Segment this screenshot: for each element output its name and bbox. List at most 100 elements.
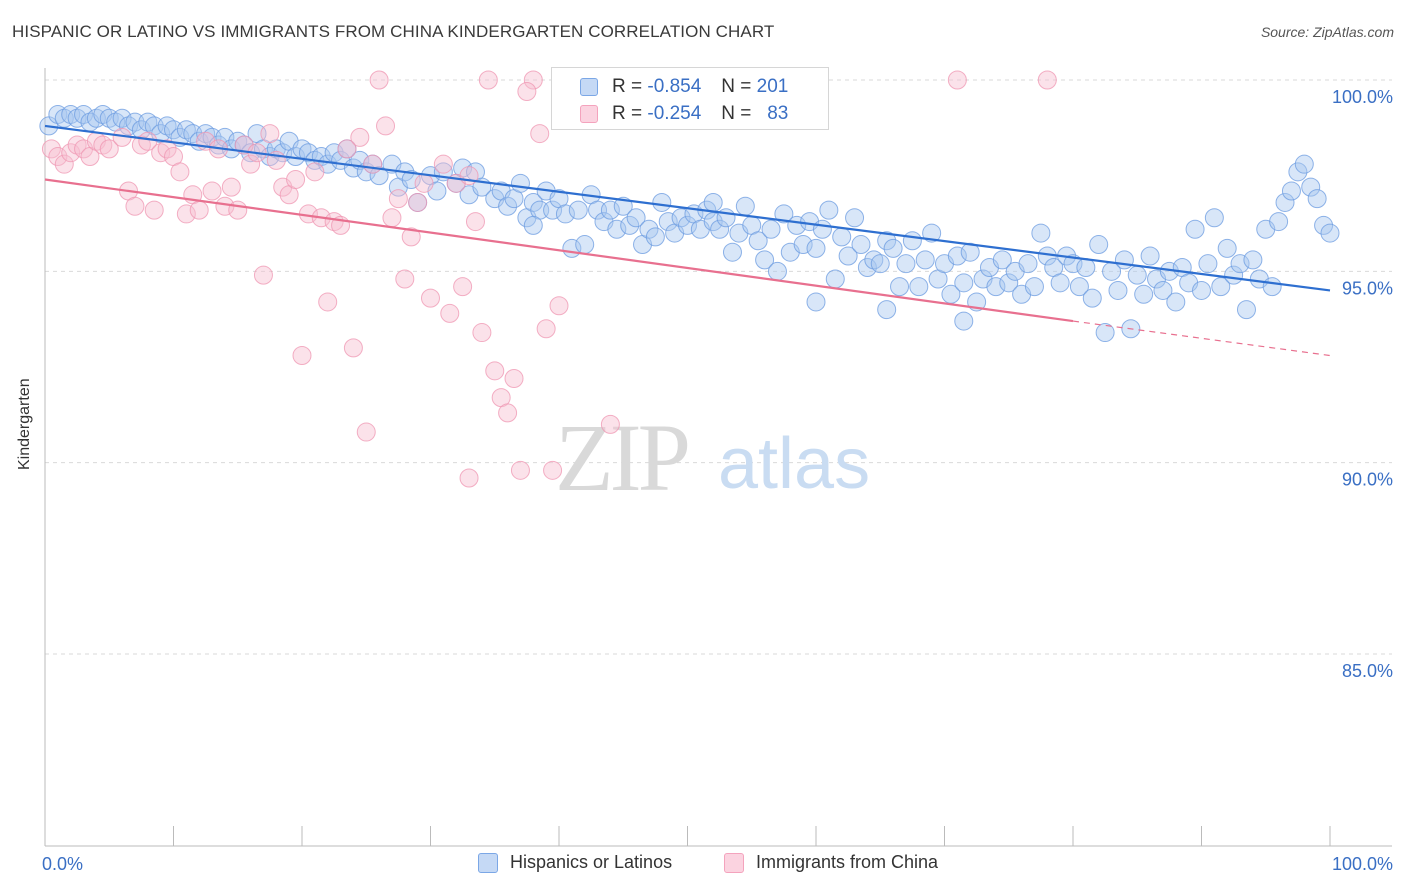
china-point <box>202 181 222 201</box>
stats-n-value: 83 <box>767 103 789 124</box>
series-hispanics-points <box>39 104 1340 343</box>
watermark-zip: ZIP <box>555 404 688 511</box>
hispanics-point <box>1269 212 1289 232</box>
china-point <box>472 323 492 343</box>
legend-item-china[interactable]: Immigrants from China <box>724 852 938 873</box>
stats-legend: R = -0.854 N = 201 R = -0.254 N = 83 <box>551 67 829 130</box>
hispanics-point <box>523 192 543 212</box>
hispanics-point <box>793 235 813 255</box>
hispanics-point <box>112 108 132 128</box>
hispanics-point <box>1243 250 1263 270</box>
china-point <box>600 414 620 434</box>
hispanics-point <box>1217 238 1237 258</box>
china-point <box>433 154 453 174</box>
china-point <box>382 208 402 228</box>
china-point <box>478 70 498 90</box>
hispanics-point <box>324 143 344 163</box>
hispanics-point <box>851 235 871 255</box>
hispanics-point <box>613 196 633 216</box>
hispanics-point <box>845 208 865 228</box>
china-point <box>363 154 383 174</box>
hispanics-point <box>1166 292 1186 312</box>
china-point <box>61 143 81 163</box>
hispanics-point <box>1275 192 1295 212</box>
china-point <box>414 173 434 193</box>
china-point <box>947 70 967 90</box>
china-point <box>253 265 273 285</box>
china-point <box>292 346 312 366</box>
china-point <box>337 139 357 159</box>
china-point <box>241 154 261 174</box>
x-tick-label: 100.0% <box>1332 854 1393 874</box>
hispanics-point <box>652 192 672 212</box>
hispanics-point <box>890 277 910 297</box>
hispanics-point <box>902 231 922 251</box>
hispanics-trend-line <box>44 124 1331 292</box>
legend-item-hispanics[interactable]: Hispanics or Latinos <box>478 852 672 873</box>
hispanics-point <box>620 215 640 235</box>
hispanics-point <box>1114 250 1134 270</box>
china-point <box>504 368 524 388</box>
china-point <box>465 212 485 232</box>
hispanics-point <box>960 242 980 262</box>
hispanics-point <box>523 215 543 235</box>
hispanics-point <box>1230 254 1250 274</box>
china-point <box>517 81 537 101</box>
hispanics-point <box>767 261 787 281</box>
y-tick-label: 100.0% <box>1332 87 1393 107</box>
china-point <box>125 196 145 216</box>
x-tick-label: 0.0% <box>42 854 83 874</box>
china-point <box>41 139 61 159</box>
china-point <box>376 116 396 136</box>
china-point <box>189 200 209 220</box>
china-point <box>343 338 363 358</box>
china-point <box>228 200 248 220</box>
hispanics-point <box>658 212 678 232</box>
hispanics-point <box>369 166 389 186</box>
hispanics-point <box>1082 288 1102 308</box>
hispanics-point <box>774 204 794 224</box>
hispanics-point <box>986 277 1006 297</box>
y-axis-label: Kindergarten <box>16 378 33 470</box>
hispanics-point <box>915 250 935 270</box>
hispanics-point <box>1153 280 1173 300</box>
china-point <box>286 169 306 189</box>
stats-n-value: 201 <box>756 76 789 97</box>
hispanics-point <box>1320 223 1340 243</box>
china-point <box>549 296 569 316</box>
legend-label-hispanics: Hispanics or Latinos <box>510 852 673 872</box>
hispanics-point <box>1198 254 1218 274</box>
china-point <box>453 277 473 297</box>
hispanics-point <box>877 300 897 320</box>
stats-n-label: N = <box>721 103 752 124</box>
china-point <box>401 227 421 247</box>
stats-row-china: R = -0.254 N = 83 <box>552 101 788 127</box>
china-point <box>421 288 440 308</box>
hispanics-point <box>671 208 691 228</box>
hispanics-point <box>1018 254 1038 274</box>
y-tick-labels: 100.0% 95.0% 90.0% 85.0% <box>1332 87 1393 681</box>
china-point <box>498 403 518 423</box>
stats-n-label: N = <box>721 76 752 97</box>
china-point <box>356 422 376 442</box>
hispanics-point <box>1134 284 1154 304</box>
hispanics-point <box>812 219 832 239</box>
china-point <box>305 162 325 182</box>
hispanics-point <box>748 231 768 251</box>
china-point <box>523 70 543 90</box>
china-point <box>221 177 241 197</box>
china-point <box>440 303 460 323</box>
hispanics-point <box>722 242 742 262</box>
hispanics-point <box>1307 189 1327 209</box>
legend-swatch-hispanics <box>478 852 498 873</box>
hispanics-point <box>896 254 916 274</box>
hispanics-point <box>1050 273 1070 293</box>
stats-r-value: -0.854 <box>647 76 702 97</box>
china-point <box>1037 70 1057 90</box>
china-point <box>530 124 550 144</box>
stats-r-label: R = <box>612 76 643 97</box>
series-legend: Hispanics or Latinos Immigrants from Chi… <box>0 852 1406 878</box>
hispanics-point <box>909 277 929 297</box>
hispanics-point <box>922 223 942 243</box>
